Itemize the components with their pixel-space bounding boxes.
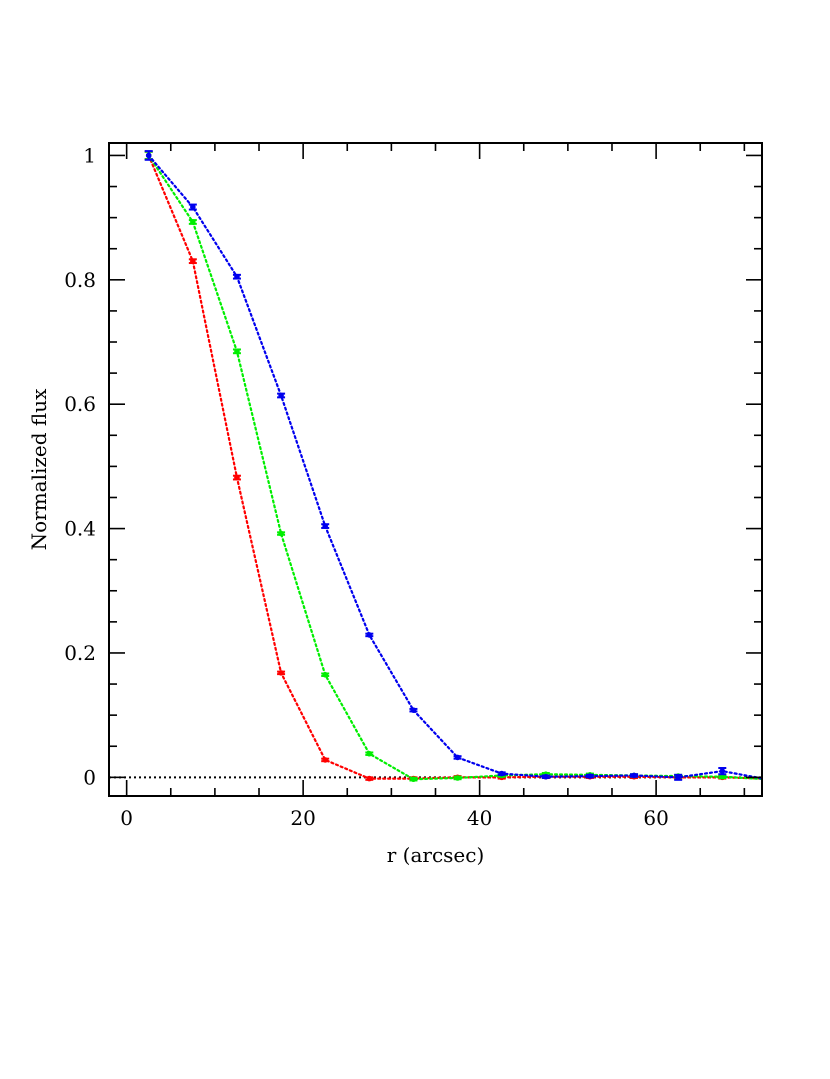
data-point <box>454 754 461 761</box>
x-tick-label: 40 <box>467 806 492 830</box>
y-tick-label: 0 <box>83 765 96 789</box>
data-point <box>764 776 770 782</box>
y-tick-label: 0.2 <box>64 641 96 665</box>
data-point <box>278 392 284 399</box>
data-point <box>675 774 681 781</box>
series-layer <box>144 150 770 783</box>
data-point <box>190 204 196 210</box>
y-tick-label: 0.6 <box>64 392 96 416</box>
data-point <box>631 772 637 779</box>
series-line <box>147 154 762 780</box>
data-point <box>366 775 373 782</box>
data-point <box>322 671 328 678</box>
y-tick-label: 1 <box>83 143 96 167</box>
x-tick-label: 20 <box>290 806 315 830</box>
data-point <box>234 348 240 355</box>
y-tick-label: 0.8 <box>64 268 96 292</box>
x-tick-label: 0 <box>120 806 133 830</box>
data-point <box>498 770 505 777</box>
data-point <box>190 258 196 264</box>
data-point <box>764 776 770 782</box>
data-point <box>764 776 770 782</box>
data-point <box>366 750 373 757</box>
data-point <box>719 773 726 780</box>
data-point <box>190 219 196 225</box>
x-axis-label: r (arcsec) <box>387 843 485 867</box>
plot-frame <box>108 142 763 797</box>
data-point <box>410 707 417 713</box>
data-point <box>410 776 417 783</box>
series-2 <box>144 150 770 783</box>
data-point <box>543 773 549 780</box>
data-point <box>322 523 328 529</box>
data-point <box>234 474 240 481</box>
series-line <box>147 154 762 780</box>
data-point <box>278 670 284 676</box>
data-point <box>322 757 328 763</box>
data-point <box>719 768 726 774</box>
x-tick-label: 60 <box>643 806 668 830</box>
data-point <box>454 775 461 781</box>
tick-layer: 0 20 40 60 0 0.2 0.4 0.6 0.8 1 <box>64 143 762 830</box>
data-point <box>278 530 284 537</box>
y-tick-label: 0.4 <box>64 517 96 541</box>
series-1 <box>144 150 770 782</box>
data-point <box>234 273 240 280</box>
data-point <box>145 152 152 159</box>
data-point <box>587 773 593 779</box>
data-point <box>366 632 373 638</box>
series-3 <box>144 150 770 782</box>
series-line <box>147 154 762 781</box>
y-axis-label: Normalized flux <box>27 388 51 551</box>
